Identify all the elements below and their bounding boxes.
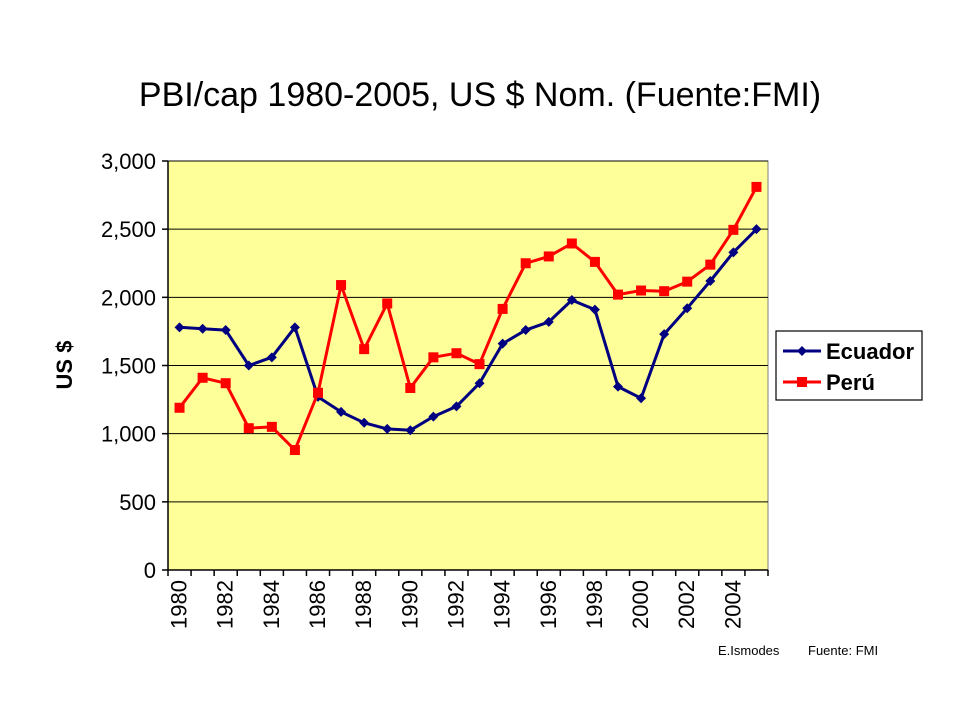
data-point-ecuador [336, 406, 347, 417]
data-point-peru [359, 344, 370, 355]
x-tick-label: 1992 [443, 580, 468, 629]
y-tick-label: 0 [144, 558, 156, 583]
x-tick-label: 1994 [490, 580, 515, 629]
data-point-ecuador [359, 417, 370, 428]
data-point-ecuador [497, 338, 508, 349]
x-tick-label: 1990 [397, 580, 422, 629]
x-tick-label: 1998 [582, 580, 607, 629]
data-point-peru [197, 372, 208, 383]
data-point-peru [497, 303, 508, 314]
y-tick-label: 2,500 [101, 217, 156, 242]
data-point-ecuador [659, 329, 670, 340]
data-point-peru [566, 238, 577, 249]
data-point-ecuador [636, 393, 647, 404]
gridlines [168, 160, 768, 503]
data-point-peru [636, 285, 647, 296]
series-line-ecuador [179, 228, 758, 432]
x-tick-label: 1986 [305, 580, 330, 629]
y-tick-label: 500 [119, 490, 156, 515]
data-point-peru [451, 348, 462, 359]
data-point-peru [336, 280, 347, 291]
legend-label-ecuador: Ecuador [826, 339, 914, 364]
data-point-peru [428, 352, 439, 363]
x-tick-label: 1996 [536, 580, 561, 629]
data-point-peru [613, 289, 623, 300]
data-point-ecuador [613, 381, 623, 392]
data-point-peru [543, 251, 554, 262]
data-point-ecuador [289, 322, 300, 333]
x-tick-label: 1980 [167, 580, 192, 629]
series-group [174, 181, 762, 456]
y-tick-label: 1,500 [101, 354, 156, 379]
data-point-ecuador [751, 224, 762, 235]
data-point-peru [705, 259, 716, 270]
y-axis-ticks: 0 500 1,000 1,500 2,000 2,500 3,000 [101, 149, 168, 583]
legend-label-peru: Perú [826, 370, 875, 395]
data-point-peru [589, 256, 600, 267]
data-point-ecuador [243, 360, 254, 371]
legend-box [775, 330, 923, 401]
x-tick-label: 2002 [674, 580, 699, 629]
data-point-ecuador [705, 275, 716, 286]
data-point-peru [174, 402, 185, 413]
data-point-peru [382, 298, 393, 309]
data-point-ecuador [174, 322, 185, 333]
data-point-peru [659, 286, 670, 297]
data-point-ecuador [520, 325, 531, 336]
data-point-ecuador [589, 304, 600, 315]
data-point-peru [474, 359, 485, 370]
footer-source: Fuente: FMI [808, 643, 878, 658]
data-point-peru [313, 387, 323, 398]
x-tick-label: 1982 [213, 580, 238, 629]
x-tick-label: 1988 [351, 580, 376, 629]
data-point-peru [220, 378, 231, 389]
data-point-ecuador [474, 378, 485, 389]
x-axis-ticks: 1980 1982 1984 1986 1988 1990 1992 1994 1996 1998… [167, 570, 769, 629]
data-point-ecuador [728, 247, 739, 258]
data-point-ecuador [197, 323, 208, 334]
data-point-ecuador [220, 325, 231, 336]
data-point-ecuador [405, 425, 416, 436]
data-point-ecuador [266, 352, 277, 363]
y-axis-label: US $ [52, 341, 77, 390]
x-tick-label: 2004 [720, 580, 745, 629]
data-point-peru [682, 276, 693, 287]
legend-marker-ecuador [797, 346, 807, 356]
data-point-peru [751, 181, 762, 192]
footer-author: E.Ismodes [718, 643, 780, 658]
data-point-peru [289, 445, 300, 456]
y-tick-label: 1,000 [101, 422, 156, 447]
y-tick-label: 3,000 [101, 149, 156, 174]
legend-marker-peru [797, 377, 807, 387]
x-tick-label: 2000 [628, 580, 653, 629]
data-point-ecuador [682, 303, 693, 314]
data-point-peru [405, 382, 416, 393]
data-point-ecuador [566, 295, 577, 306]
data-point-ecuador [382, 423, 393, 434]
data-point-peru [243, 423, 254, 434]
x-tick-label: 1984 [259, 580, 284, 629]
data-point-peru [728, 224, 739, 235]
data-point-ecuador [428, 411, 439, 422]
data-point-peru [266, 421, 277, 432]
data-point-ecuador [543, 316, 554, 327]
y-tick-label: 2,000 [101, 285, 156, 310]
data-point-peru [520, 258, 531, 269]
data-point-ecuador [451, 401, 462, 412]
legend: Ecuador Perú [775, 330, 923, 401]
chart-title: PBI/cap 1980-2005, US $ Nom. (Fuente:FMI… [139, 76, 821, 114]
